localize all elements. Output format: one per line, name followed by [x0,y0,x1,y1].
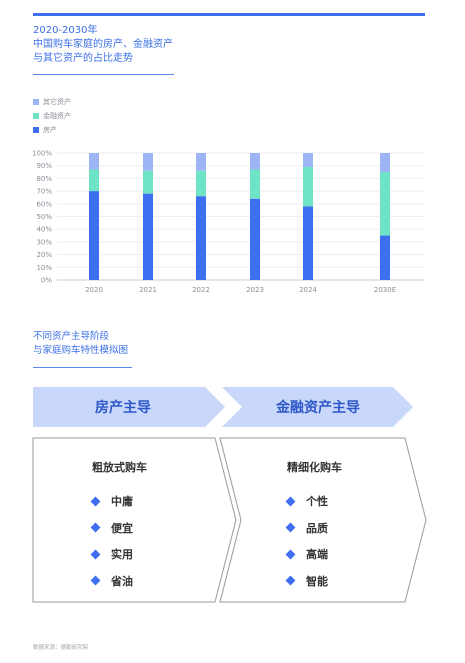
feature-item: 品质 [285,515,342,542]
feature-label: 个性 [306,495,328,509]
legend-item-other: 其它资产 [33,95,71,109]
section2-line-1: 不同资产主导阶段 [33,331,110,342]
section2-underline [33,367,132,368]
bar-segment [143,153,153,171]
chart-legend: 其它资产 金融资产 房产 [33,95,71,137]
legend-item-property: 房产 [33,123,71,137]
stage-box-property [32,437,237,603]
x-tick-label: 2020 [85,286,103,294]
diamond-bullet-icon [285,549,296,560]
bar-segment [196,196,206,280]
bar-segment [250,153,260,170]
bar-segment [196,153,206,171]
diamond-bullet-icon [285,496,296,507]
stage-label-property: 房产主导 [95,400,151,416]
bar-segment [380,153,390,173]
feature-label: 中庸 [111,495,133,509]
stage-title-property: 粗放式购车 [92,461,147,474]
feature-label: 便宜 [111,521,133,535]
feature-item: 省油 [90,568,147,595]
y-tick-label: 10% [36,264,52,272]
x-tick-label: 2021 [139,286,157,294]
section2-line-2: 与家庭购车特性模拟图 [33,345,129,356]
stage-box-financial [219,437,427,603]
title-line-1: 2020-2030年 [33,25,98,36]
bar-segment [303,166,313,207]
feature-item: 实用 [90,541,147,568]
y-tick-label: 50% [36,213,52,221]
legend-label-property: 房产 [43,126,57,134]
diamond-bullet-icon [285,522,296,533]
legend-label-other: 其它资产 [43,98,71,106]
bar-segment [89,191,99,280]
stage-label-financial: 金融资产主导 [276,400,360,416]
y-tick-label: 40% [36,226,52,234]
diamond-bullet-icon [285,575,296,586]
legend-swatch-financial [33,113,39,119]
bar-segment [143,193,153,280]
bar-segment [89,153,99,170]
stage-column-financial: 精细化购车 个性 品质 高端 智能 [285,459,342,595]
x-tick-label: 2024 [299,286,317,294]
y-tick-label: 80% [36,175,52,183]
bar-segment [250,169,260,199]
stage-arrow-financial [222,387,413,427]
feature-label: 品质 [306,521,328,535]
bar-segment [250,198,260,280]
x-tick-label: 2022 [192,286,210,294]
bar-segment [89,169,99,192]
diamond-bullet-icon [90,522,101,533]
title-line-3: 与其它资产的占比走势 [33,53,133,64]
x-tick-label: 2030E [374,286,396,294]
y-tick-label: 60% [36,200,52,208]
diamond-bullet-icon [90,549,101,560]
y-tick-label: 20% [36,251,52,259]
feature-item: 中庸 [90,488,147,515]
y-tick-label: 100% [32,150,52,158]
bar-segment [380,172,390,236]
feature-label: 高端 [306,548,328,562]
title-line-2: 中国购车家庭的房产、金融资产 [33,39,173,50]
legend-item-financial: 金融资产 [33,109,71,123]
y-tick-label: 90% [36,162,52,170]
bar-segment [303,153,313,167]
y-tick-label: 0% [41,277,52,285]
bar-segment [380,235,390,280]
stage-column-property: 粗放式购车 中庸 便宜 实用 省油 [90,459,147,595]
feature-label: 智能 [306,574,328,588]
legend-swatch-property [33,127,39,133]
y-tick-label: 70% [36,188,52,196]
chart-title: 2020-2030年 中国购车家庭的房产、金融资产 与其它资产的占比走势 [33,24,173,66]
diamond-bullet-icon [90,496,101,507]
x-tick-label: 2023 [246,286,264,294]
stage-arrow-property [33,387,225,427]
bar-segment [303,206,313,280]
section2-title: 不同资产主导阶段 与家庭购车特性模拟图 [33,330,128,358]
legend-label-financial: 金融资产 [43,112,71,120]
top-rule [33,13,425,16]
legend-swatch-other [33,99,39,105]
bar-segment [196,170,206,197]
footer-source: 数据来源：德勤研究院 [33,645,89,651]
stacked-bar-chart: 0% 10% 20% 30% 40% 50% 60% 70% 80% 90% 100% 2020 202… [32,150,425,294]
diamond-bullet-icon [90,575,101,586]
bar-segment [143,170,153,194]
feature-item: 个性 [285,488,342,515]
feature-label: 实用 [111,548,133,562]
feature-item: 智能 [285,568,342,595]
feature-item: 高端 [285,541,342,568]
feature-label: 省油 [111,574,133,588]
y-tick-label: 30% [36,238,52,246]
stage-title-financial: 精细化购车 [287,461,342,474]
title-underline [33,74,174,75]
feature-item: 便宜 [90,515,147,542]
